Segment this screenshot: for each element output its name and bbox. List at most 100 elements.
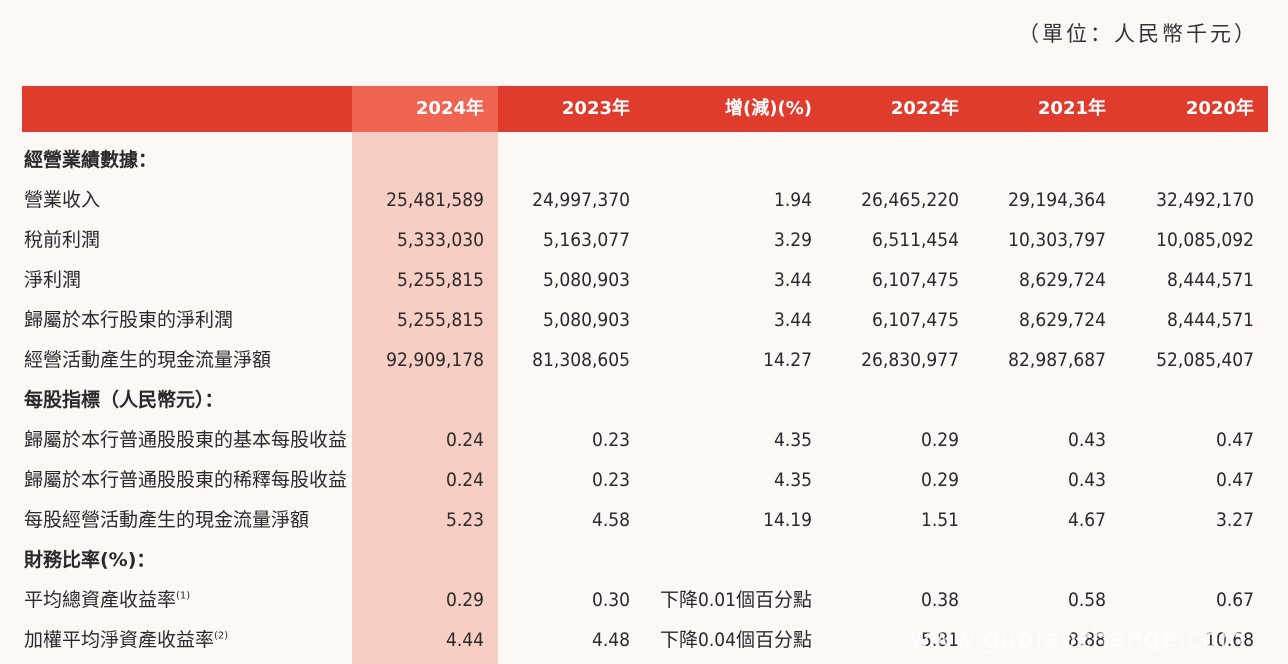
- table-cell: 14.27: [763, 349, 812, 371]
- section-header-row: 財務比率(%)：: [22, 540, 1268, 580]
- table-cell: 8,444,571: [1167, 269, 1254, 291]
- table-cell: 4.35: [773, 429, 812, 451]
- row-label: 加權平均淨資產收益率(2): [24, 620, 228, 660]
- table-cell: 52,085,407: [1156, 349, 1254, 371]
- table-row: 加權平均淨資產收益率(2) 4.44 4.48 下降0.04個百分點 5.81 8.88 1…: [22, 620, 1268, 660]
- table-cell: 5,255,815: [397, 269, 484, 291]
- header-2024: 2024年: [415, 98, 484, 119]
- header-2022: 2022年: [890, 98, 959, 119]
- table-cell: 26,465,220: [861, 189, 959, 211]
- table-cell: 5,333,030: [397, 229, 484, 251]
- section-label: 每股指標（人民幣元）：: [24, 380, 224, 420]
- table-cell: 5,080,903: [543, 309, 630, 331]
- table-cell: 0.29: [445, 589, 484, 611]
- row-label-text: 歸屬於本行股東的淨利潤: [24, 309, 234, 331]
- table-cell: 8.88: [1067, 629, 1106, 651]
- row-label-text: 淨利潤: [24, 269, 82, 291]
- table-cell: 0.43: [1067, 469, 1106, 491]
- header-2021: 2021年: [1037, 98, 1106, 119]
- row-label: 歸屬於本行普通股股東的基本每股收益: [24, 420, 347, 460]
- table-cell: 4.48: [591, 629, 630, 651]
- table-cell: 6,511,454: [872, 229, 959, 251]
- section-label: 經營業績數據：: [24, 140, 157, 180]
- table-cell: 3.44: [773, 269, 812, 291]
- table-cell: 4.58: [591, 509, 630, 531]
- table-cell: 0.30: [591, 589, 630, 611]
- table-cell: 10,085,092: [1156, 229, 1254, 251]
- watermark: www.gupiaozhange.com: [908, 624, 1246, 654]
- table-cell: 0.24: [445, 469, 484, 491]
- row-label: 稅前利潤: [24, 220, 100, 260]
- table-cell: 14.19: [763, 509, 812, 531]
- table-cell: 1.94: [773, 189, 812, 211]
- table-cell: 3.29: [773, 229, 812, 251]
- table-cell: 4.35: [773, 469, 812, 491]
- table-cell: 6,107,475: [872, 269, 959, 291]
- row-label: 歸屬於本行普通股股東的稀釋每股收益: [24, 460, 347, 500]
- row-label-text: 每股指標（人民幣元）：: [24, 389, 224, 411]
- table-cell: 8,444,571: [1167, 309, 1254, 331]
- table-cell: 4.67: [1067, 509, 1106, 531]
- table-cell: 0.47: [1215, 469, 1254, 491]
- table-cell: 1.51: [920, 509, 959, 531]
- table-row: 歸屬於本行股東的淨利潤 5,255,815 5,080,903 3.44 6,107,4…: [22, 300, 1268, 340]
- current-year-column-highlight: [352, 86, 498, 664]
- table-cell: 24,997,370: [532, 189, 630, 211]
- row-label: 每股經營活動產生的現金流量淨額: [24, 500, 309, 540]
- table-cell: 29,194,364: [1008, 189, 1106, 211]
- table-cell: 3.27: [1215, 509, 1254, 531]
- row-label: 經營活動產生的現金流量淨額: [24, 340, 271, 380]
- table-cell: 32,492,170: [1156, 189, 1254, 211]
- table-cell: 10.68: [1205, 629, 1254, 651]
- header-2020: 2020年: [1185, 98, 1254, 119]
- table-cell: 0.23: [591, 469, 630, 491]
- table-cell: 8,629,724: [1019, 269, 1106, 291]
- header-2023: 2023年: [561, 98, 630, 119]
- table-cell: 81,308,605: [532, 349, 630, 371]
- unit-note: （單位：人民幣千元）: [1018, 22, 1258, 46]
- table-cell: 25,481,589: [386, 189, 484, 211]
- section-label: 財務比率(%)：: [24, 540, 155, 580]
- row-label-text: 每股經營活動產生的現金流量淨額: [24, 509, 310, 531]
- table-row: 淨利潤 5,255,815 5,080,903 3.44 6,107,475 8,629,…: [22, 260, 1268, 300]
- table-row: 平均總資產收益率(1) 0.29 0.30 下降0.01個百分點 0.38 0.58 0.6…: [22, 580, 1268, 620]
- row-label-text: 營業收入: [24, 189, 101, 211]
- table-cell: 5.81: [920, 629, 959, 651]
- table-cell: 82,987,687: [1008, 349, 1106, 371]
- row-label: 歸屬於本行股東的淨利潤: [24, 300, 233, 340]
- table-cell: 下降0.04個百分點: [659, 629, 812, 651]
- table-cell: 0.43: [1067, 429, 1106, 451]
- section-header-row: 經營業績數據：: [22, 140, 1268, 180]
- row-label-text: 經營業績數據：: [24, 149, 158, 171]
- table-cell: 0.38: [920, 589, 959, 611]
- table-cell: 0.29: [920, 469, 959, 491]
- table-cell: 26,830,977: [861, 349, 959, 371]
- table-row: 經營活動產生的現金流量淨額 92,909,178 81,308,605 14.27 26…: [22, 340, 1268, 380]
- row-label-text: 歸屬於本行普通股股東的稀釋每股收益: [24, 469, 348, 491]
- table-header: 2024年 2023年 增(減)(%) 2022年 2021年 2020年: [22, 86, 1268, 132]
- footnote-marker: (1): [176, 590, 191, 602]
- footnote-marker: (2): [214, 630, 229, 642]
- financial-table: 2024年 2023年 增(減)(%) 2022年 2021年 2020年 經營…: [22, 86, 1268, 664]
- row-label-text: 經營活動產生的現金流量淨額: [24, 349, 272, 371]
- table-cell: 下降0.01個百分點: [659, 589, 812, 611]
- table-cell: 5,080,903: [543, 269, 630, 291]
- table-row: 歸屬於本行普通股股東的稀釋每股收益 0.24 0.23 4.35 0.29 0.43 0.4…: [22, 460, 1268, 500]
- table-cell: 8,629,724: [1019, 309, 1106, 331]
- table-cell: 5,255,815: [397, 309, 484, 331]
- table-cell: 0.58: [1067, 589, 1106, 611]
- row-label-text: 財務比率(%)：: [24, 549, 156, 571]
- table-cell: 92,909,178: [386, 349, 484, 371]
- table-cell: 0.23: [591, 429, 630, 451]
- header-change-percent: 增(減)(%): [725, 98, 812, 119]
- table-cell: 0.47: [1215, 429, 1254, 451]
- table-cell: 3.44: [773, 309, 812, 331]
- table-cell: 10,303,797: [1008, 229, 1106, 251]
- table-row: 營業收入 25,481,589 24,997,370 1.94 26,465,220 29…: [22, 180, 1268, 220]
- table-cell: 0.67: [1215, 589, 1254, 611]
- row-label-text: 歸屬於本行普通股股東的基本每股收益: [24, 429, 348, 451]
- table-cell: 4.44: [445, 629, 484, 651]
- table-cell: 5.23: [445, 509, 484, 531]
- table-row: 每股經營活動產生的現金流量淨額 5.23 4.58 14.19 1.51 4.67 3.27: [22, 500, 1268, 540]
- section-header-row: 每股指標（人民幣元）：: [22, 380, 1268, 420]
